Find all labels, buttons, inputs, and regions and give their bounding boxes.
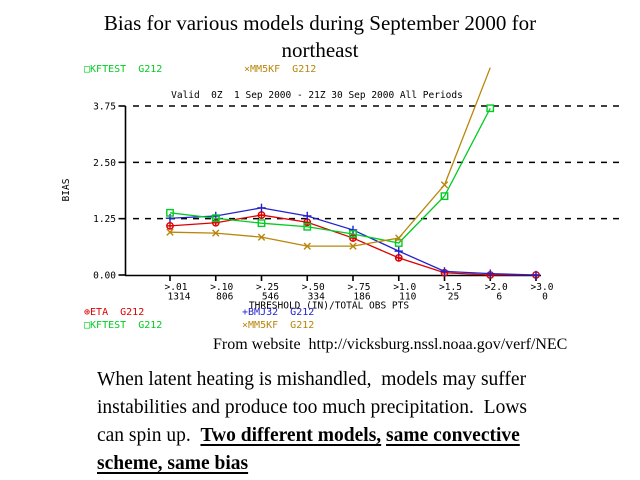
legend-item-mm5kf: ×MM5KF G212 bbox=[244, 64, 316, 75]
square-marker bbox=[166, 208, 174, 217]
legend-label: MM5KF G212 bbox=[250, 64, 317, 75]
commentary: When latent heating is mishandled, model… bbox=[97, 366, 597, 478]
chart-title: Valid 0Z 1 Sep 2000 - 21Z 30 Sep 2000 Al… bbox=[171, 90, 463, 101]
source-note: From website http://vicksburg.nssl.noaa.… bbox=[213, 336, 568, 353]
y-axis-label: BIAS bbox=[61, 178, 72, 201]
legend-label: KFTEST G212 bbox=[90, 319, 163, 331]
x-marker-icon: × bbox=[244, 64, 251, 75]
obs-count-label: 6 bbox=[496, 292, 502, 303]
obs-count-label: 546 bbox=[262, 292, 279, 303]
series-mm5kf bbox=[166, 67, 491, 250]
y-tick-label: 1.25 bbox=[93, 214, 116, 225]
legend-label: KFTEST G212 bbox=[90, 64, 163, 75]
y-tick-label: 2.50 bbox=[93, 158, 116, 169]
slide-title-line2: northeast bbox=[281, 38, 359, 62]
x-tick-label: >1.5 bbox=[439, 282, 462, 293]
y-tick-label: 0.00 bbox=[93, 271, 116, 282]
x-marker bbox=[303, 242, 311, 250]
obs-count-label: 186 bbox=[353, 292, 370, 303]
x-marker bbox=[440, 181, 449, 189]
legend-label: MM5KF G212 bbox=[248, 319, 315, 331]
obs-count-label: 806 bbox=[216, 292, 233, 303]
legend-item-kftest: □KFTEST G212 bbox=[84, 64, 162, 75]
series-eta bbox=[166, 211, 540, 279]
x-marker bbox=[212, 229, 220, 237]
emphasis-same-convective: same convective bbox=[386, 425, 520, 446]
x-tick-label: >.75 bbox=[348, 282, 371, 293]
legend-label: BMJ32 G212 bbox=[248, 307, 315, 318]
legend-item-mm5kf: ×MM5KF G212 bbox=[242, 320, 314, 331]
obs-count-label: 334 bbox=[308, 292, 325, 303]
circle-plus-marker-icon: ⊕ bbox=[84, 307, 91, 318]
gridlines bbox=[133, 105, 620, 220]
x-marker bbox=[257, 233, 266, 241]
series-line bbox=[169, 214, 536, 276]
x-marker-icon: × bbox=[242, 319, 249, 331]
x-axis-label: THRESHOLD (IN)/TOTAL OBS PTS bbox=[249, 301, 409, 312]
series-kftest bbox=[166, 104, 495, 247]
x-tick-label: >.25 bbox=[256, 282, 279, 293]
y-tick-label: 3.75 bbox=[93, 102, 116, 113]
square-marker bbox=[303, 222, 312, 231]
legend-item-eta: ⊕ETA G212 bbox=[84, 307, 144, 318]
square-marker-icon: □ bbox=[84, 319, 91, 331]
x-tick-label: >1.0 bbox=[393, 282, 416, 293]
obs-count-label: 1314 bbox=[168, 292, 191, 303]
commentary-line3: can spin up. Two different models, same … bbox=[97, 425, 520, 446]
x-marker bbox=[395, 234, 403, 242]
series-bmj32 bbox=[165, 203, 541, 280]
x-tick-label: >2.0 bbox=[485, 282, 508, 293]
x-marker bbox=[349, 242, 357, 250]
commentary-line4: scheme, same bias bbox=[97, 450, 597, 478]
legend-label: ETA G212 bbox=[90, 307, 145, 318]
commentary-line1: When latent heating is mishandled, model… bbox=[97, 369, 527, 390]
x-tick-label: >.10 bbox=[210, 282, 233, 293]
x-tick-label: >.01 bbox=[165, 282, 188, 293]
x-tick-label: >.50 bbox=[302, 282, 325, 293]
square-marker-icon: □ bbox=[84, 64, 91, 75]
square-marker bbox=[440, 192, 449, 201]
square-marker bbox=[394, 239, 403, 247]
legend-item-kftest: □KFTEST G212 bbox=[84, 320, 162, 331]
plus-marker-icon: + bbox=[242, 307, 249, 318]
slide-title: Bias for various models during September… bbox=[0, 10, 640, 64]
square-marker bbox=[211, 214, 220, 223]
square-marker bbox=[486, 104, 495, 113]
x-tick-label: >3.0 bbox=[531, 282, 554, 293]
emphasis-same-bias: scheme, same bias bbox=[97, 453, 249, 474]
emphasis-two-different-models: Two different models, bbox=[200, 425, 382, 446]
commentary-line2: instabilities and produce too much preci… bbox=[97, 397, 527, 418]
obs-count-label: 25 bbox=[448, 292, 459, 303]
obs-count-label: 0 bbox=[542, 292, 548, 303]
x-marker bbox=[166, 228, 174, 236]
obs-count-label: 110 bbox=[399, 292, 416, 303]
series-line bbox=[169, 107, 491, 244]
series-line bbox=[169, 67, 491, 247]
square-marker bbox=[349, 230, 357, 238]
legend-item-bmj32: +BMJ32 G212 bbox=[242, 307, 314, 318]
slide-title-line1: Bias for various models during September… bbox=[103, 11, 537, 35]
chart-legend-top: □KFTEST G212 ×MM5KF G212 bbox=[84, 64, 504, 76]
chart-legend-bottom: ⊕ETA G212 +BMJ32 G212 □KFTEST G212 ×MM5KF G… bbox=[84, 307, 504, 333]
square-marker bbox=[257, 219, 266, 228]
